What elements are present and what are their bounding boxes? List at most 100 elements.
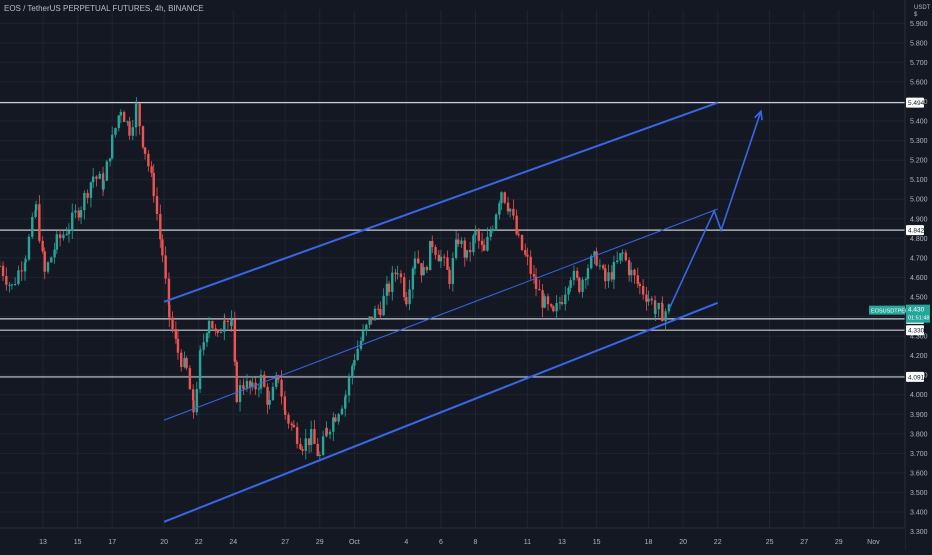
price-tick-label: 4.900: [910, 216, 928, 223]
candle-body: [373, 308, 377, 321]
candle-body: [494, 214, 498, 229]
level-tag-bg: [906, 97, 924, 108]
candle-body: [131, 127, 134, 136]
candle-body: [442, 256, 446, 258]
channel-upper-line: [163, 101, 719, 303]
candle-body: [280, 379, 283, 397]
candle-body: [202, 342, 205, 350]
candle-body: [489, 230, 492, 238]
price-tick-label: 4.200: [910, 353, 928, 360]
candle-body: [214, 328, 217, 331]
candle-body: [627, 260, 631, 276]
time-tick-label: 13: [558, 539, 566, 546]
candle-body: [524, 249, 527, 255]
candle-body: [396, 273, 399, 275]
projection-arrow: [668, 109, 763, 310]
candle-body: [13, 283, 17, 285]
current-price-label: 4.430: [908, 307, 925, 314]
time-tick-label: 27: [281, 539, 289, 546]
candle-body: [498, 203, 501, 215]
candle-body: [5, 276, 8, 285]
candle-body: [411, 268, 415, 290]
price-tick-label: 4.800: [910, 236, 928, 243]
level-tag-label: 5.494: [908, 100, 925, 107]
symbol-name: EOS / TetherUS PERPETUAL FUTURES: [4, 4, 151, 13]
candle-body: [567, 287, 570, 295]
time-tick-label: 15: [593, 539, 601, 546]
candle-body: [20, 270, 23, 272]
candle-body: [517, 234, 520, 236]
candle-body: [477, 230, 480, 241]
candle-body: [636, 275, 639, 284]
price-tick-label: 5.400: [910, 119, 928, 126]
candle-body: [482, 244, 486, 251]
candle-body: [263, 374, 266, 387]
candle-body: [79, 210, 83, 218]
level-tag-bg: [906, 325, 924, 336]
symbol-tag-bg: [869, 305, 905, 315]
candle-body: [468, 249, 472, 253]
time-axis[interactable]: 13 15 17 20 22 24 27 29 Oct 4 6 8 11 13 15 18 20 22 25 27 29…: [0, 527, 905, 550]
candle-body: [508, 208, 512, 212]
candle-body: [198, 351, 202, 390]
candle-body: [439, 256, 443, 262]
price-tick-label: 4.500: [910, 294, 928, 301]
candle-body: [111, 134, 114, 159]
price-tags: 5.4944.8424.3884.3304.091EOSUSDTPERP4.43…: [869, 97, 930, 382]
candle-body: [474, 230, 477, 236]
candle-body: [191, 389, 195, 401]
price-axis-bg: [905, 0, 932, 550]
candle-body: [266, 386, 269, 405]
time-tick-label: 29: [835, 539, 843, 546]
symbol-title: EOS / TetherUS PERPETUAL FUTURES, 4h, BI…: [4, 4, 204, 13]
candle-body: [167, 278, 171, 305]
time-tick-label: 4: [404, 539, 408, 546]
candle-body: [17, 270, 20, 284]
candle-body: [325, 428, 328, 435]
candle-body: [304, 438, 307, 451]
candle-body: [503, 192, 506, 203]
candle-body: [321, 436, 325, 455]
candle-body: [661, 304, 664, 322]
candle-body: [560, 302, 564, 305]
price-axis[interactable]: USDT$5.9005.8005.7005.6005.5005.4005.300…: [904, 0, 932, 550]
candle-body: [624, 252, 628, 261]
interval-label: 4h: [154, 4, 164, 13]
candle-body: [168, 304, 171, 318]
price-tick-label: 5.200: [910, 158, 928, 165]
candle-body: [230, 319, 233, 326]
candle-body: [457, 239, 460, 245]
candle-body: [180, 352, 183, 368]
candle-body: [382, 295, 385, 316]
candle-body: [534, 276, 538, 290]
candle-body: [277, 375, 280, 380]
candle-body: [307, 438, 311, 445]
candle-body: [10, 284, 14, 286]
candle-body: [192, 400, 195, 413]
candle-body: [313, 429, 316, 444]
time-tick-label: 8: [474, 539, 478, 546]
projection-path: [668, 110, 762, 310]
candle-body: [205, 333, 209, 343]
level-tag-label: 4.842: [908, 228, 925, 235]
candle-body: [515, 215, 518, 235]
candle-body: [428, 240, 432, 271]
candle-body: [365, 324, 368, 332]
candle-body: [188, 368, 192, 390]
candle-body: [58, 234, 62, 239]
candle-body: [332, 417, 335, 432]
candle-body: [259, 374, 263, 389]
candle-body: [612, 262, 616, 280]
candle-body: [122, 112, 126, 122]
channel-lower-line: [163, 301, 719, 523]
candle-body: [299, 443, 302, 450]
current-price-tag-bg: [906, 304, 930, 323]
candle-body: [164, 255, 167, 279]
candle-body: [8, 284, 11, 286]
candle-body: [610, 272, 614, 280]
candle-body: [619, 253, 622, 261]
price-tick-label: 4.000: [910, 392, 928, 399]
candle-body: [119, 112, 123, 116]
